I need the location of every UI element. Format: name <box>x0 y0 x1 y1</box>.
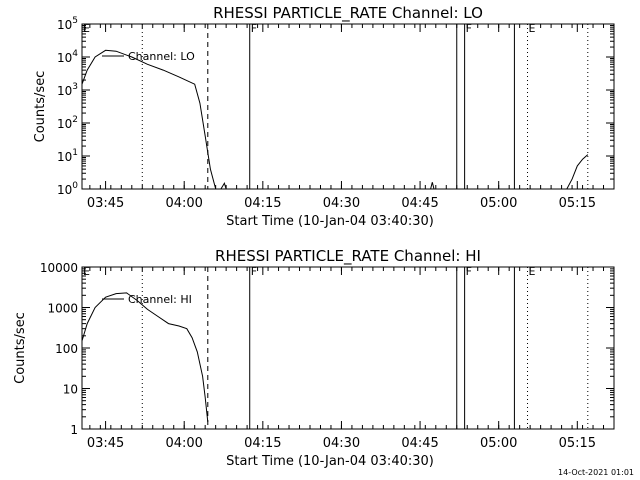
x-tick-label: 05:00 <box>480 436 517 451</box>
event-marker-label: F <box>251 265 257 278</box>
plot-frame <box>81 23 615 190</box>
x-axis-label: Start Time (10-Jan-04 03:40:30) <box>226 454 434 469</box>
x-tick-label: 05:00 <box>480 196 517 211</box>
event-marker-label: E <box>83 22 90 35</box>
chart-title: RHESSI PARTICLE_RATE Channel: LO <box>213 4 483 23</box>
x-tick-label: 03:45 <box>87 436 124 451</box>
series-line <box>566 154 589 190</box>
y-tick-label: 101 <box>57 148 78 164</box>
timestamp-stamp: 14-Oct-2021 01:01 <box>558 468 634 477</box>
y-tick-label: 105 <box>57 16 78 32</box>
y-axis-label: Counts/sec <box>33 71 48 143</box>
x-tick-label: 05:15 <box>559 436 596 451</box>
chart-panel-0: RHESSI PARTICLE_RATE Channel: LO 100 101 10… <box>33 4 615 229</box>
x-tick-label: 04:30 <box>323 436 360 451</box>
event-marker-label: F <box>466 22 472 35</box>
y-tick-label: 103 <box>57 82 78 98</box>
y-axis-label: Counts/sec <box>13 312 28 384</box>
plot-frame <box>81 266 615 430</box>
x-tick-label: 04:15 <box>244 196 281 211</box>
legend-label: Channel: HI <box>128 293 192 306</box>
x-tick-label: 04:45 <box>401 436 438 451</box>
y-tick-label: 102 <box>57 115 78 131</box>
legend-label: Channel: LO <box>128 50 195 63</box>
series-line <box>220 181 227 190</box>
y-tick-label: 100 <box>57 181 78 197</box>
event-marker-label: F <box>466 265 472 278</box>
event-marker-label: E <box>83 265 90 278</box>
event-marker-label: E <box>529 265 536 278</box>
y-tick-label: 10 <box>63 383 78 397</box>
event-marker-label: E <box>529 22 536 35</box>
y-tick-label: 104 <box>57 49 78 65</box>
x-tick-label: 04:00 <box>165 196 202 211</box>
x-tick-label: 04:45 <box>401 196 438 211</box>
chart-title: RHESSI PARTICLE_RATE Channel: HI <box>215 247 481 266</box>
event-marker-label: F <box>251 22 257 35</box>
y-tick-label: 1 <box>70 423 78 437</box>
x-tick-label: 03:45 <box>87 196 124 211</box>
y-tick-label: 1000 <box>47 302 78 316</box>
x-axis-label: Start Time (10-Jan-04 03:40:30) <box>226 214 434 229</box>
x-tick-label: 04:00 <box>165 436 202 451</box>
y-tick-label: 100 <box>55 342 78 356</box>
x-tick-label: 05:15 <box>559 196 596 211</box>
series-line <box>81 292 209 422</box>
x-tick-label: 04:15 <box>244 436 281 451</box>
y-tick-label: 10000 <box>40 261 78 275</box>
x-tick-label: 04:30 <box>323 196 360 211</box>
series-line <box>81 49 217 190</box>
chart-panel-1: RHESSI PARTICLE_RATE Channel: HI 1 10 100 10… <box>13 247 615 469</box>
series-line <box>430 182 435 190</box>
